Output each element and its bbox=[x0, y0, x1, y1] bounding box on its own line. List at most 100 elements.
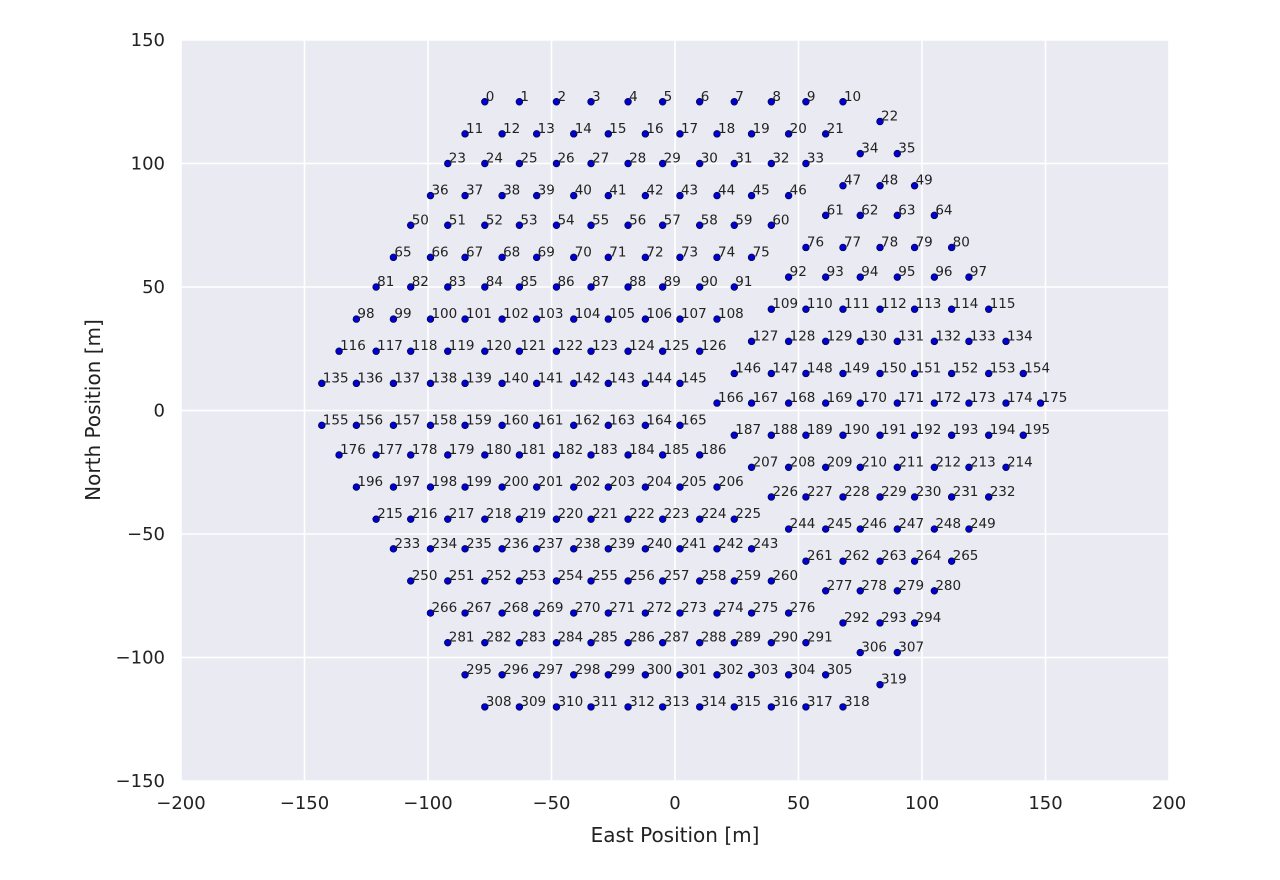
point-label: 291 bbox=[807, 630, 833, 646]
point-marker bbox=[444, 451, 452, 459]
point-label: 128 bbox=[790, 328, 816, 344]
point-label: 113 bbox=[916, 296, 942, 312]
point-marker bbox=[784, 609, 793, 617]
point-marker bbox=[498, 191, 506, 200]
antenna-point: 46 bbox=[784, 183, 807, 200]
point-label: 278 bbox=[861, 578, 887, 594]
point-marker bbox=[587, 638, 595, 647]
antenna-point: 153 bbox=[984, 360, 1015, 378]
point-marker bbox=[876, 619, 884, 627]
point-label: 55 bbox=[592, 212, 609, 228]
point-marker bbox=[767, 221, 776, 229]
point-label: 84 bbox=[486, 274, 503, 290]
point-marker bbox=[676, 483, 684, 491]
point-label: 250 bbox=[412, 568, 438, 584]
point-marker bbox=[676, 130, 684, 138]
point-marker bbox=[802, 493, 810, 501]
point-marker bbox=[407, 347, 415, 355]
antenna-point: 126 bbox=[695, 338, 726, 355]
point-marker bbox=[587, 283, 595, 291]
antenna-point: 253 bbox=[515, 568, 546, 585]
point-label: 254 bbox=[557, 568, 583, 584]
point-marker bbox=[570, 483, 578, 491]
point-label: 190 bbox=[844, 422, 870, 438]
point-label: 253 bbox=[520, 568, 546, 584]
point-marker bbox=[552, 283, 561, 291]
point-marker bbox=[730, 221, 738, 229]
point-label: 65 bbox=[394, 244, 411, 260]
point-label: 261 bbox=[807, 548, 833, 564]
antenna-point: 289 bbox=[730, 630, 761, 647]
antenna-point: 39 bbox=[532, 183, 555, 200]
point-label: 110 bbox=[807, 296, 833, 312]
antenna-point: 15 bbox=[604, 121, 626, 138]
point-label: 39 bbox=[538, 183, 555, 199]
point-marker bbox=[498, 379, 506, 388]
point-label: 95 bbox=[898, 264, 915, 280]
point-marker bbox=[532, 421, 541, 430]
point-marker bbox=[532, 483, 541, 491]
antenna-point: 204 bbox=[641, 474, 672, 491]
antenna-point: 304 bbox=[784, 662, 815, 679]
antenna-point: 26 bbox=[552, 151, 575, 168]
y-axis-label: North Position [m] bbox=[81, 319, 105, 501]
antenna-point: 264 bbox=[910, 548, 941, 565]
point-marker bbox=[767, 703, 776, 711]
point-marker bbox=[552, 703, 561, 711]
point-marker bbox=[893, 337, 901, 346]
point-label: 141 bbox=[538, 370, 564, 386]
point-marker bbox=[604, 421, 613, 430]
point-label: 105 bbox=[609, 306, 635, 322]
antenna-point: 162 bbox=[570, 412, 601, 430]
point-marker bbox=[910, 493, 919, 501]
antenna-point: 99 bbox=[389, 306, 412, 323]
point-marker bbox=[372, 283, 380, 291]
point-marker bbox=[947, 243, 956, 252]
point-marker bbox=[570, 191, 578, 200]
point-marker bbox=[802, 305, 810, 313]
antenna-point: 273 bbox=[676, 600, 707, 617]
point-label: 103 bbox=[538, 306, 564, 322]
point-label: 178 bbox=[412, 442, 438, 458]
point-label: 112 bbox=[881, 296, 907, 312]
point-marker bbox=[532, 130, 541, 138]
antenna-point: 299 bbox=[604, 662, 635, 679]
antenna-point: 293 bbox=[876, 610, 907, 627]
point-marker bbox=[821, 337, 830, 346]
point-marker bbox=[604, 191, 613, 200]
antenna-point: 156 bbox=[352, 412, 383, 430]
point-label: 184 bbox=[629, 442, 655, 458]
antenna-point: 38 bbox=[498, 183, 520, 200]
point-label: 132 bbox=[935, 328, 961, 344]
antenna-point: 90 bbox=[695, 274, 718, 291]
antenna-point: 238 bbox=[570, 536, 601, 553]
antenna-point: 258 bbox=[695, 568, 726, 585]
point-label: 159 bbox=[466, 412, 492, 428]
antenna-point: 80 bbox=[947, 234, 970, 252]
point-marker bbox=[604, 315, 613, 323]
point-marker bbox=[730, 431, 738, 439]
antenna-point: 190 bbox=[839, 422, 870, 439]
point-marker bbox=[947, 431, 956, 439]
antenna-point: 104 bbox=[570, 306, 601, 323]
antenna-point: 20 bbox=[784, 121, 807, 138]
antenna-point: 248 bbox=[930, 516, 961, 533]
point-label: 33 bbox=[807, 151, 824, 167]
antenna-point: 16 bbox=[641, 121, 664, 138]
antenna-point: 141 bbox=[532, 370, 564, 388]
antenna-point: 232 bbox=[984, 484, 1015, 501]
point-label: 316 bbox=[772, 694, 798, 710]
point-label: 173 bbox=[970, 390, 996, 406]
antenna-point: 317 bbox=[802, 694, 833, 711]
point-marker bbox=[730, 703, 738, 711]
antenna-point: 179 bbox=[444, 442, 475, 459]
point-marker bbox=[570, 609, 578, 617]
point-label: 23 bbox=[449, 151, 466, 167]
point-label: 312 bbox=[629, 694, 655, 710]
antenna-point: 82 bbox=[407, 274, 429, 291]
point-marker bbox=[695, 703, 704, 711]
antenna-point: 233 bbox=[389, 536, 420, 553]
point-label: 121 bbox=[520, 338, 546, 354]
antenna-point: 170 bbox=[856, 390, 887, 407]
antenna-point: 166 bbox=[713, 390, 744, 407]
